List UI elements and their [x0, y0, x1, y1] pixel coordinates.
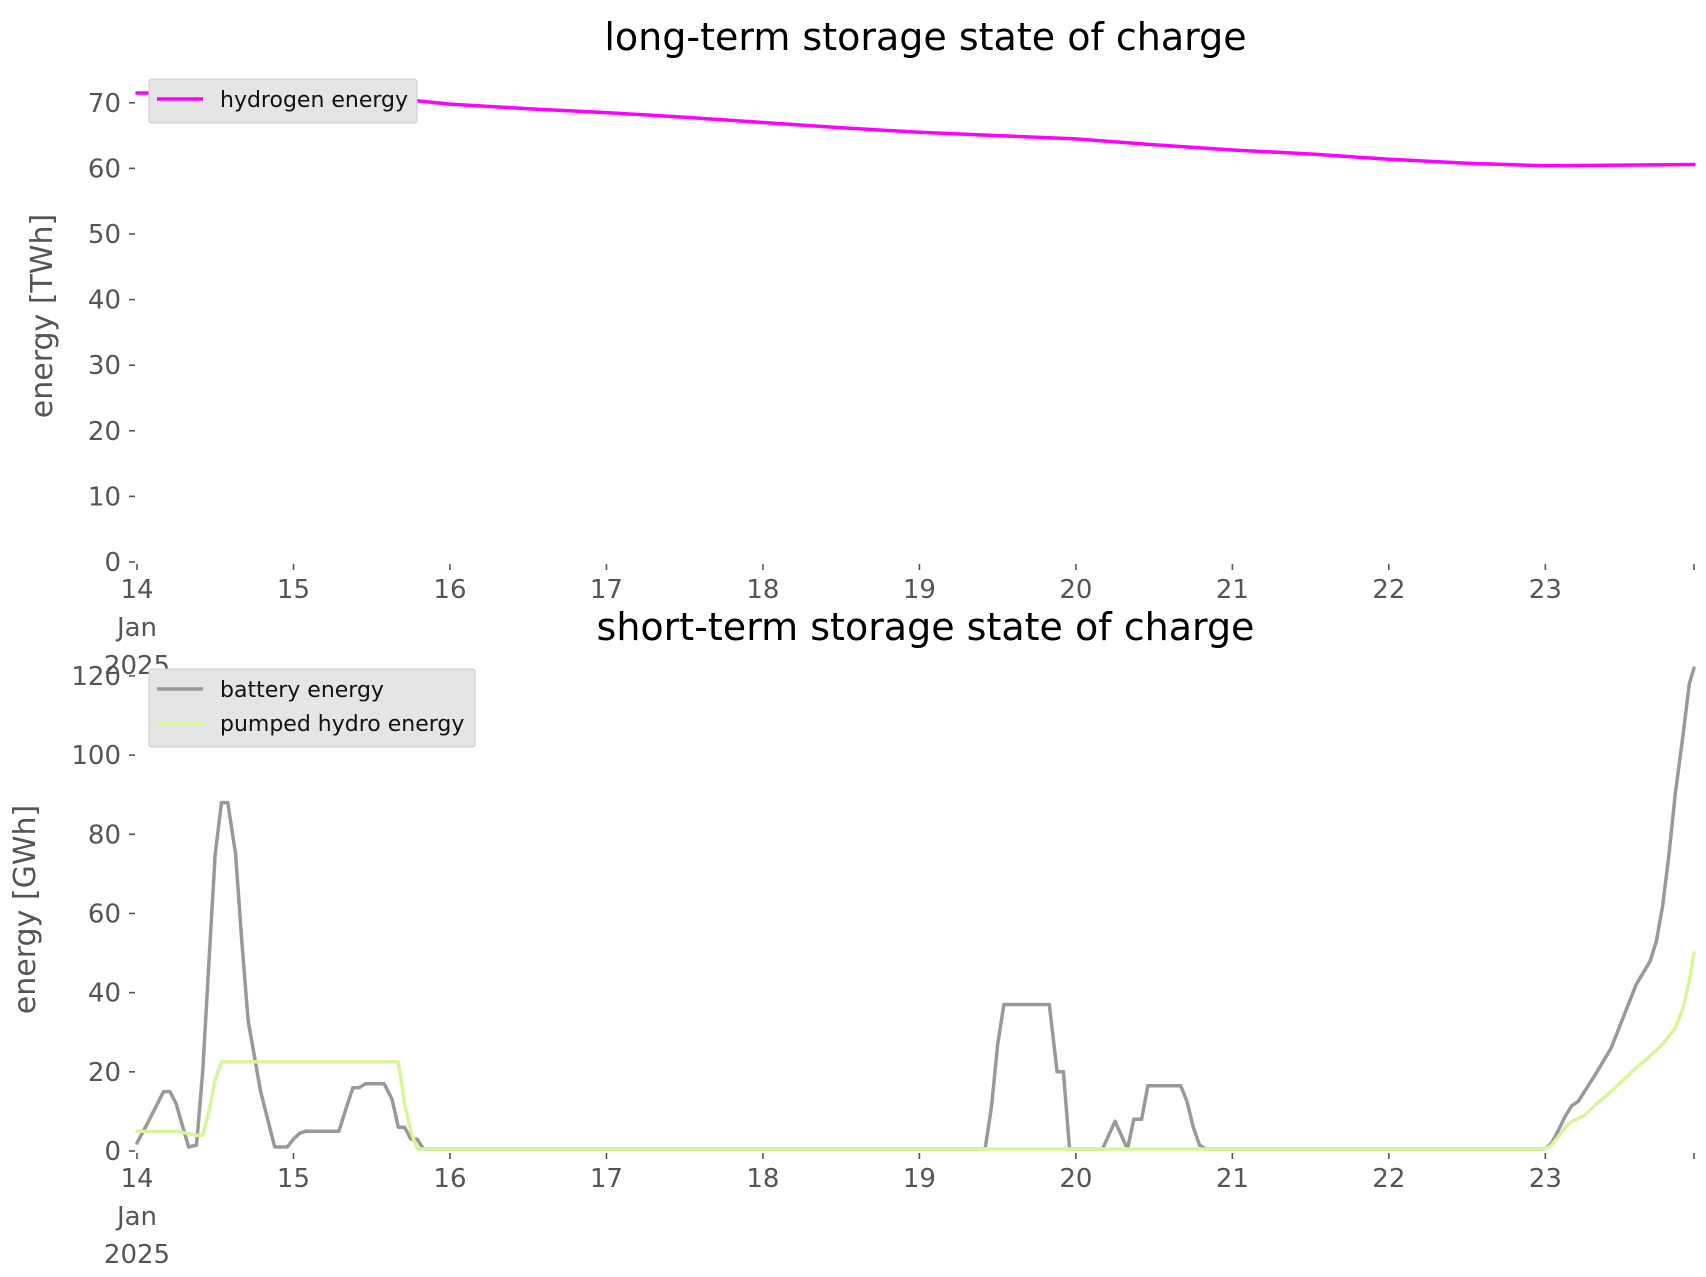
x-tick-label: 15: [277, 1164, 310, 1194]
y-tick-label: 10: [88, 482, 121, 512]
legend-box: [148, 78, 418, 124]
legend-label: hydrogen energy: [220, 88, 408, 113]
x-tick-label: 16: [433, 1164, 466, 1194]
y-tick-label: 40: [88, 979, 121, 1009]
x-tick-label: 18: [746, 575, 779, 605]
y-tick-label: 60: [88, 154, 121, 184]
legend-label: battery energy: [220, 678, 384, 703]
x-tick-label: 23: [1529, 1164, 1562, 1194]
y-axis: 0 10 20 30 40 50 60 70: [88, 89, 135, 578]
series-line: [135, 666, 1696, 1151]
x-tick-label: 15: [277, 575, 310, 605]
y-tick-label: 50: [88, 220, 121, 250]
y-tick-label: 60: [88, 899, 121, 929]
x-tick-label: 19: [903, 575, 936, 605]
x-tick-label: Jan: [115, 613, 157, 643]
y-tick-label: 0: [104, 1137, 121, 1167]
legend-box: [148, 668, 476, 748]
y-tick-label: 120: [71, 662, 121, 692]
x-tick-label: 21: [1216, 1164, 1249, 1194]
x-tick-label: 20: [1059, 575, 1092, 605]
x-tick-label: Jan: [115, 1202, 157, 1232]
x-tick-label: 16: [433, 575, 466, 605]
x-tick-label: 18: [746, 1164, 779, 1194]
chart-title: short-term storage state of charge: [597, 605, 1255, 649]
y-tick-label: 70: [88, 89, 121, 119]
x-tick-label: 22: [1372, 1164, 1405, 1194]
long-term-storage-chart: long-term storage state of charge energy…: [25, 15, 1696, 681]
x-tick-label: 23: [1529, 575, 1562, 605]
legend-label: pumped hydro energy: [220, 712, 464, 737]
y-tick-label: 20: [88, 417, 121, 447]
x-axis: 14 Jan 2025 15 16 17 18 19 20 21 22 23: [104, 1153, 1695, 1270]
chart-title: long-term storage state of charge: [604, 15, 1246, 59]
legend[interactable]: battery energy pumped hydro energy: [148, 668, 476, 748]
x-tick-label: 2025: [104, 1240, 170, 1270]
series-line: [135, 951, 1696, 1151]
y-axis: 0 20 40 60 80 100 120: [71, 662, 135, 1167]
y-tick-label: 0: [104, 548, 121, 578]
x-tick-label: 19: [903, 1164, 936, 1194]
legend[interactable]: hydrogen energy: [148, 78, 418, 124]
x-tick-label: 22: [1372, 575, 1405, 605]
x-tick-label: 20: [1059, 1164, 1092, 1194]
x-tick-label: 21: [1216, 575, 1249, 605]
y-axis-label: energy [TWh]: [25, 214, 60, 418]
y-tick-label: 30: [88, 351, 121, 381]
y-tick-label: 40: [88, 286, 121, 316]
series-group: [135, 666, 1696, 1151]
y-tick-label: 20: [88, 1058, 121, 1088]
y-tick-label: 80: [88, 820, 121, 850]
x-tick-label: 14: [120, 1164, 153, 1194]
short-term-storage-chart: short-term storage state of charge energ…: [8, 605, 1696, 1270]
x-tick-label: 17: [590, 575, 623, 605]
x-tick-label: 14: [120, 575, 153, 605]
y-axis-label: energy [GWh]: [8, 805, 43, 1014]
y-tick-label: 100: [71, 741, 121, 771]
x-tick-label: 17: [590, 1164, 623, 1194]
